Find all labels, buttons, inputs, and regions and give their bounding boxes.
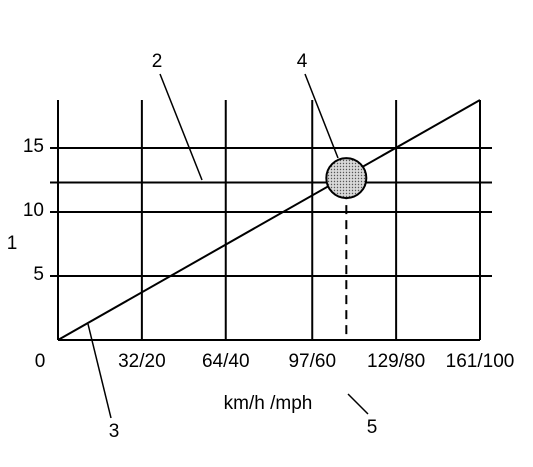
y-tick-label: 10 [23,200,44,221]
callout-leader [87,323,112,419]
y-tick-label: 5 [33,264,44,285]
callout-label: 5 [367,417,378,438]
x-tick-label: 97/60 [288,351,336,372]
x-tick-label: 161/100 [446,351,515,372]
x-tick-label: 129/80 [367,351,425,372]
callout-label: 2 [152,51,163,72]
callout-leader [347,393,369,415]
callout-label: 4 [297,51,308,72]
data-line [57,99,481,341]
x-tick-label: 0 [35,351,46,372]
x-axis-label: km/h /mph [224,393,313,414]
x-tick-label: 32/20 [118,351,166,372]
x-tick-label: 64/40 [202,351,250,372]
marker-circle [325,157,368,200]
callout-label: 3 [109,421,120,442]
callout-leader [159,73,203,181]
y-tick-label: 15 [23,136,44,157]
y-axis-label: 1 [7,233,18,254]
callout-leader [304,73,339,159]
